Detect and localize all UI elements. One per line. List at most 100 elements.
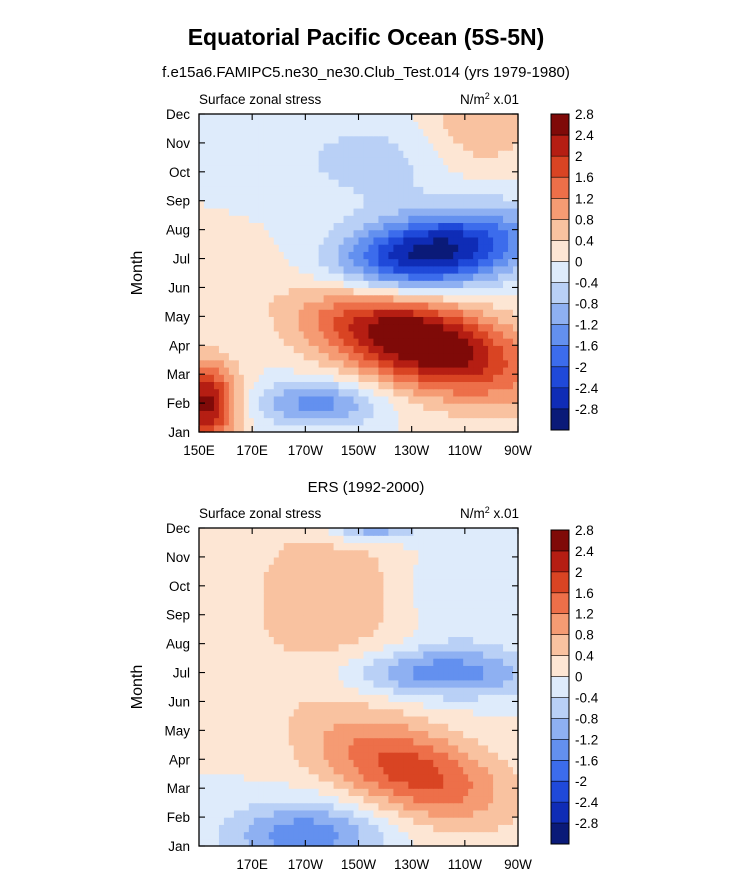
- field-cell: [463, 658, 469, 666]
- field-cell: [443, 730, 449, 739]
- field-cell: [283, 215, 290, 224]
- field-cell: [223, 621, 230, 630]
- field-cell: [363, 780, 370, 789]
- field-cell: [338, 708, 345, 717]
- field-cell: [283, 395, 290, 404]
- field-cell: [448, 614, 454, 623]
- field-cell: [248, 658, 255, 666]
- field-cell: [318, 424, 325, 433]
- field-cell: [353, 730, 360, 739]
- field-cell: [223, 388, 230, 397]
- field-cell: [273, 831, 280, 840]
- field-cell: [293, 838, 300, 847]
- field-cell: [243, 388, 250, 397]
- field-cell: [503, 744, 509, 753]
- field-cell: [438, 121, 444, 130]
- field-cell: [343, 345, 350, 354]
- field-cell: [513, 752, 519, 760]
- field-cell: [348, 359, 355, 368]
- field-cell: [503, 164, 509, 173]
- field-cell: [418, 164, 424, 173]
- field-cell: [448, 737, 454, 746]
- field-cell: [458, 114, 464, 122]
- colorbar-box: [551, 177, 569, 199]
- field-cell: [353, 694, 360, 703]
- field-cell: [323, 424, 330, 433]
- field-cell: [353, 759, 360, 768]
- field-cell: [428, 802, 434, 811]
- field-cell: [388, 424, 394, 433]
- field-cell: [398, 838, 404, 847]
- field-cell: [298, 280, 305, 289]
- field-cell: [433, 629, 439, 638]
- field-cell: [273, 708, 280, 717]
- field-cell: [223, 323, 230, 332]
- field-cell: [318, 715, 325, 724]
- field-cell: [358, 366, 365, 375]
- field-cell: [458, 424, 464, 433]
- panel-obs: ERS (1992-2000) Surface zonal stress N/m…: [129, 479, 599, 872]
- field-cell: [348, 273, 355, 281]
- field-cell: [253, 258, 260, 267]
- field-cell: [493, 128, 499, 137]
- field-cell: [458, 824, 464, 833]
- field-cell: [413, 207, 419, 216]
- field-cell: [288, 171, 295, 180]
- field-cell: [353, 374, 360, 383]
- field-cell: [503, 752, 509, 760]
- field-cell: [463, 672, 469, 681]
- field-cell: [208, 157, 215, 166]
- field-cell: [508, 171, 514, 180]
- field-cell: [368, 629, 375, 638]
- field-cell: [203, 207, 210, 216]
- colorbar-label: -1.2: [575, 318, 598, 333]
- field-cell: [423, 323, 429, 332]
- field-cell: [243, 795, 250, 804]
- field-cell: [348, 650, 355, 659]
- field-cell: [199, 179, 205, 187]
- field-cell: [268, 424, 275, 433]
- field-cell: [283, 672, 290, 681]
- field-cell: [303, 150, 310, 158]
- field-cell: [328, 410, 335, 419]
- field-cell: [268, 171, 275, 180]
- field-cell: [423, 694, 429, 703]
- field-cell: [458, 294, 464, 303]
- field-cell: [388, 186, 394, 195]
- field-cell: [313, 193, 320, 202]
- field-cell: [458, 679, 464, 688]
- field-cell: [408, 395, 414, 404]
- field-cell: [418, 287, 424, 296]
- field-cell: [423, 229, 429, 238]
- field-cell: [418, 338, 424, 346]
- field-cell: [458, 236, 464, 245]
- field-cell: [453, 795, 459, 804]
- field-cell: [333, 114, 340, 122]
- field-cell: [203, 280, 210, 289]
- field-cell: [338, 352, 345, 361]
- field-cell: [368, 258, 375, 267]
- field-cell: [433, 773, 439, 782]
- field-cell: [293, 157, 300, 166]
- field-cell: [503, 658, 509, 666]
- field-cell: [273, 687, 280, 695]
- field-cell: [448, 694, 454, 703]
- field-cell: [353, 658, 360, 666]
- field-cell: [453, 251, 459, 260]
- field-cell: [368, 338, 375, 346]
- field-cell: [498, 330, 504, 339]
- field-cell: [268, 186, 275, 195]
- field-cell: [288, 672, 295, 681]
- field-cell: [343, 316, 350, 325]
- field-cell: [199, 766, 205, 775]
- field-cell: [423, 723, 429, 731]
- field-cell: [408, 330, 414, 339]
- field-cell: [458, 164, 464, 173]
- field-cell: [458, 273, 464, 281]
- field-cell: [408, 730, 414, 739]
- field-cell: [248, 121, 255, 130]
- field-cell: [428, 679, 434, 688]
- field-cell: [318, 723, 325, 731]
- field-cell: [458, 672, 464, 681]
- field-cell: [498, 215, 504, 224]
